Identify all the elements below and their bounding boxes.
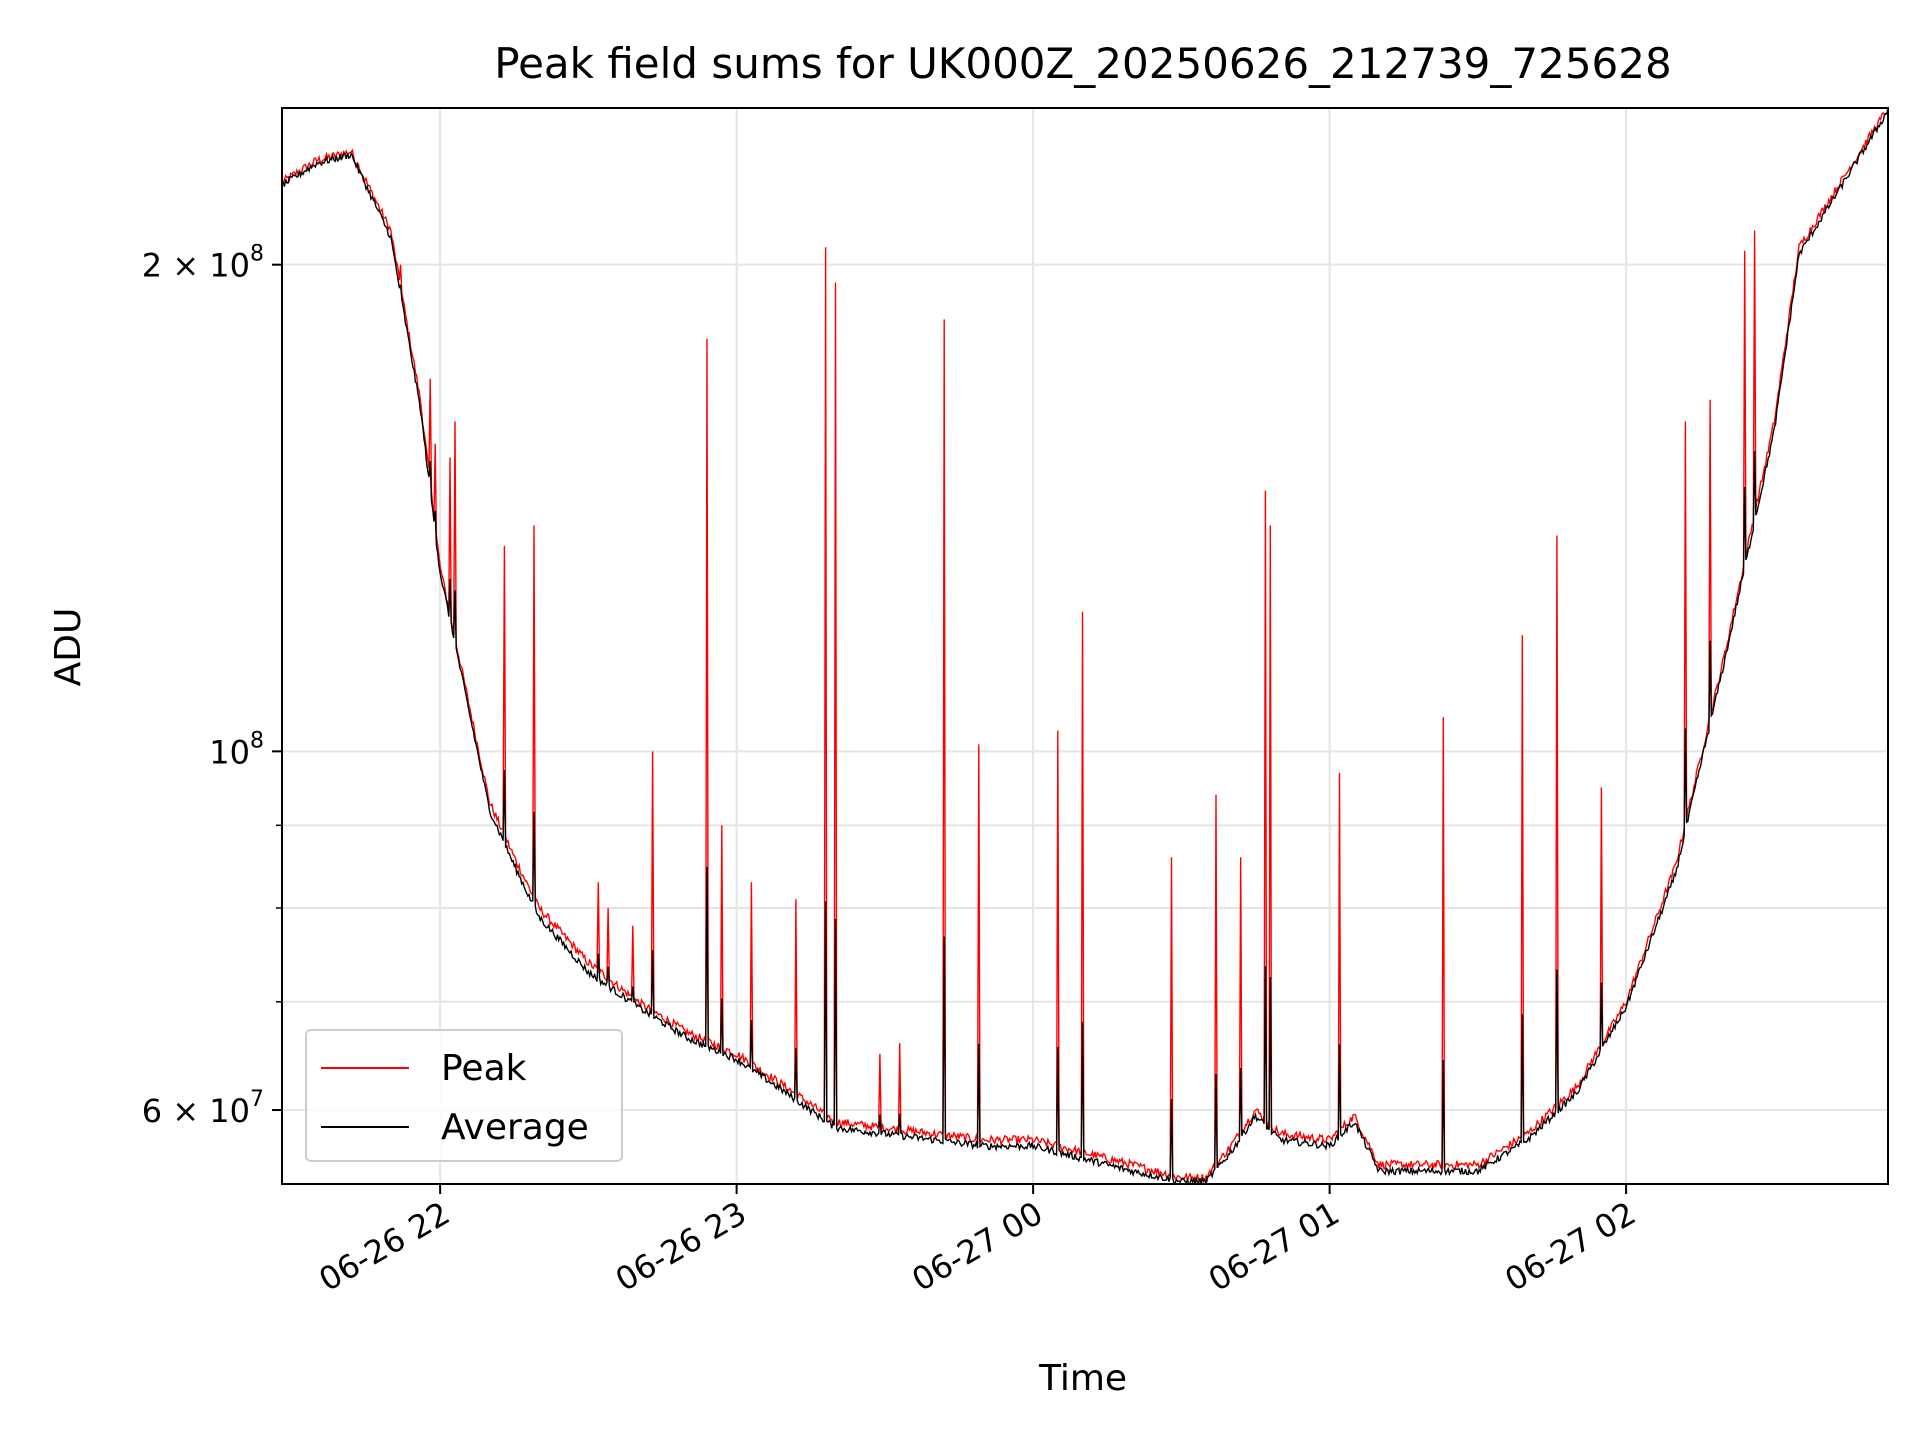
legend-item-average: Average xyxy=(321,1106,589,1148)
plot-data xyxy=(281,107,1889,1185)
series-line-peak xyxy=(281,107,1889,1184)
y-tick-exponent: 8 xyxy=(250,728,264,753)
legend-label-average: Average xyxy=(441,1106,589,1148)
x-tick-label: 06-27 00 xyxy=(906,1194,1050,1299)
y-tick-label: 108 xyxy=(209,728,264,771)
y-tick-label: 6 × 107 xyxy=(142,1087,264,1130)
x-tick-label: 06-26 23 xyxy=(609,1194,753,1299)
x-tick-label: 06-26 22 xyxy=(313,1194,457,1299)
y-tick-base: 6 × 10 xyxy=(142,1092,250,1130)
legend-swatch-average xyxy=(321,1126,409,1128)
y-axis-label: ADU xyxy=(48,608,89,687)
y-tick-exponent: 7 xyxy=(250,1087,264,1112)
plot-area-frame xyxy=(281,107,1889,1185)
x-tick-label: 06-27 02 xyxy=(1498,1194,1642,1299)
y-tick-label: 2 × 108 xyxy=(142,242,264,285)
x-tick-label: 06-27 01 xyxy=(1202,1194,1346,1299)
y-tick-base: 10 xyxy=(209,733,250,771)
legend-swatch-peak xyxy=(321,1067,409,1069)
legend: Peak Average xyxy=(305,1029,623,1162)
series-line-average xyxy=(281,111,1889,1185)
y-tick-base: 2 × 10 xyxy=(142,247,250,285)
y-tick-exponent: 8 xyxy=(250,242,264,267)
x-axis-label: Time xyxy=(1038,1358,1127,1399)
legend-item-peak: Peak xyxy=(321,1047,527,1089)
grid-lines xyxy=(282,108,1888,1184)
legend-label-peak: Peak xyxy=(441,1047,527,1089)
chart-title: Peak field sums for UK000Z_20250626_2127… xyxy=(494,39,1671,88)
